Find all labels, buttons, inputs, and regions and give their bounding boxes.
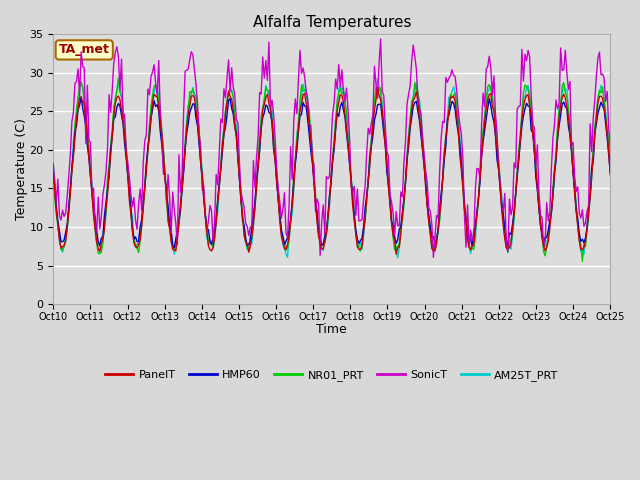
X-axis label: Time: Time (316, 324, 347, 336)
Y-axis label: Temperature (C): Temperature (C) (15, 118, 28, 220)
Text: TA_met: TA_met (59, 43, 109, 57)
Legend: PanelT, HMP60, NR01_PRT, SonicT, AM25T_PRT: PanelT, HMP60, NR01_PRT, SonicT, AM25T_P… (100, 365, 563, 385)
Title: Alfalfa Temperatures: Alfalfa Temperatures (253, 15, 411, 30)
